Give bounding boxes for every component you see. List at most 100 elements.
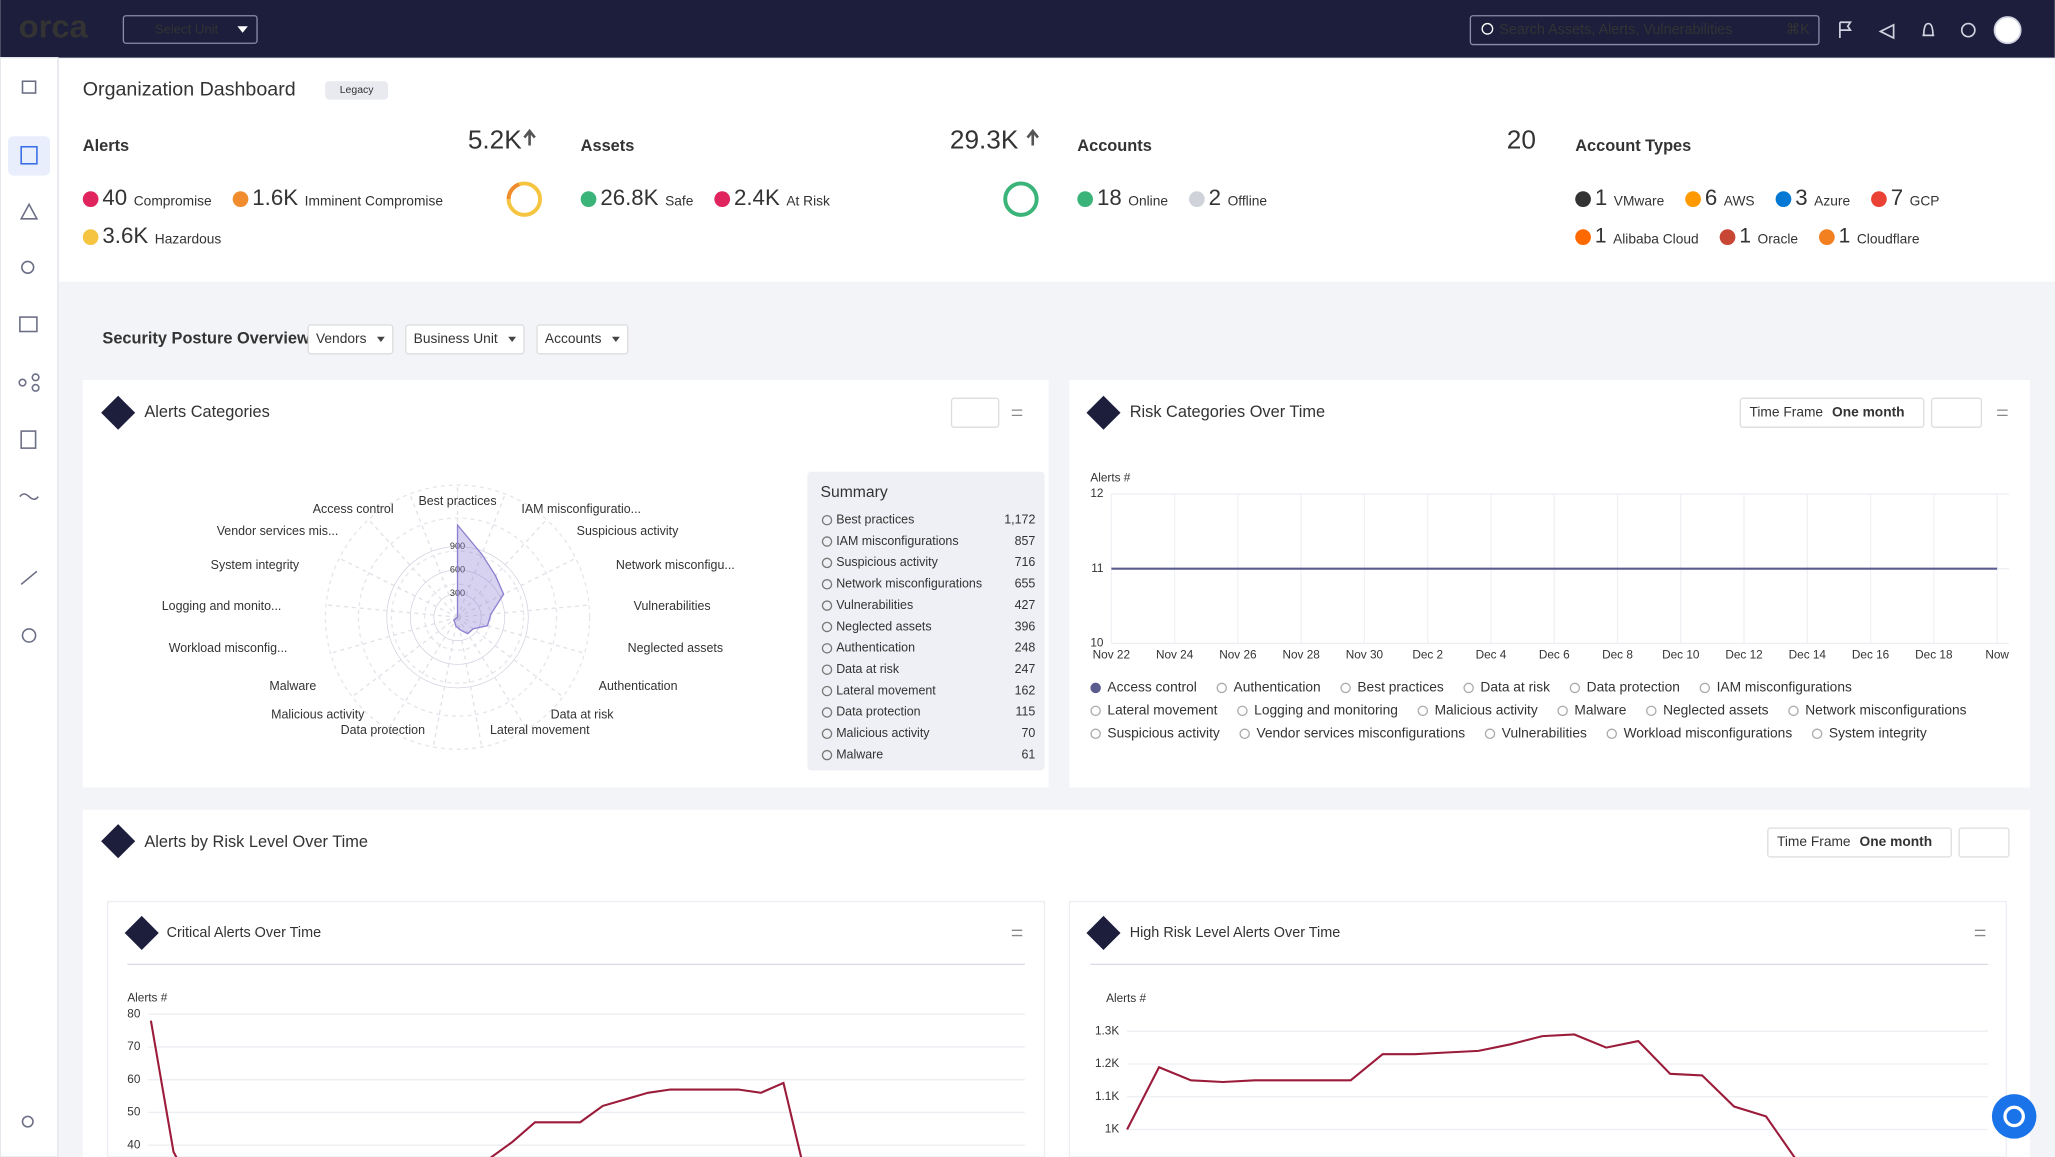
- search-box[interactable]: [1469, 15, 1820, 46]
- y-tick-label: 40: [127, 1138, 141, 1151]
- summary-name: Best practices: [836, 512, 914, 526]
- sidebar-icons[interactable]: [18, 80, 40, 1128]
- stat-title: Accounts: [1077, 137, 1152, 155]
- legend-marker[interactable]: [1557, 705, 1568, 717]
- legend-label[interactable]: Logging and monitoring: [1254, 702, 1398, 717]
- legend-label[interactable]: Malicious activity: [1435, 702, 1538, 717]
- filter-dropdown[interactable]: [536, 324, 629, 355]
- summary-value: 115: [1016, 705, 1036, 719]
- radar-ring: [357, 517, 558, 717]
- filter-dropdown[interactable]: [405, 324, 525, 355]
- y-axis-label: Alerts #: [1090, 471, 1130, 484]
- summary-title: Summary: [820, 484, 887, 501]
- shortcut: ⌘K: [1786, 22, 1810, 38]
- legend-label[interactable]: Vendor services misconfigurations: [1256, 725, 1465, 740]
- select-unit-box[interactable]: [122, 15, 258, 44]
- legend-marker[interactable]: [1484, 728, 1496, 740]
- x-tick-label: Dec 4: [1476, 648, 1507, 661]
- nav-icons[interactable]: [1839, 16, 2022, 45]
- legend-label[interactable]: System integrity: [1829, 725, 1927, 740]
- legend-label[interactable]: Vulnerabilities: [1502, 725, 1587, 740]
- stat-value: 1.6K: [252, 185, 298, 210]
- export-buttons[interactable]: [950, 397, 2010, 937]
- summary-icon: [821, 579, 833, 590]
- x-tick-label: Nov 30: [1346, 648, 1384, 661]
- radar-axis-label: Suspicious activity: [577, 524, 679, 538]
- legend-marker[interactable]: [1417, 705, 1429, 717]
- legend-label[interactable]: Authentication: [1234, 680, 1321, 695]
- legend-marker[interactable]: [1811, 728, 1823, 740]
- stat-label: Azure: [1814, 193, 1850, 208]
- y-tick-label: 60: [127, 1073, 141, 1086]
- legend-marker[interactable]: [1216, 682, 1227, 694]
- stat-value: 7: [1891, 185, 1903, 210]
- stat-icon: [82, 229, 99, 246]
- summary-name: Neglected assets: [836, 619, 931, 633]
- stat-icon: [1818, 229, 1835, 246]
- subpanel-high: [1068, 900, 2007, 1157]
- stat-value: 2.4K: [734, 185, 780, 210]
- stat-icon: [1188, 191, 1205, 208]
- summary-value: 427: [1015, 598, 1036, 612]
- stat-value: 1: [1595, 185, 1607, 210]
- legend-label[interactable]: Suspicious activity: [1107, 725, 1219, 740]
- x-tick-label: Dec 8: [1602, 648, 1633, 661]
- x-tick-label: Nov 26: [1219, 648, 1257, 661]
- panel-title: Risk Categories Over Time: [1130, 403, 1325, 421]
- x-tick-label: Dec 2: [1412, 648, 1443, 661]
- stat-icon: [1871, 191, 1887, 208]
- legend-marker[interactable]: [1569, 682, 1581, 694]
- legend-marker[interactable]: [1788, 705, 1799, 717]
- filter-label: Business Unit: [414, 331, 498, 346]
- summary-icon: [821, 536, 833, 547]
- legend-label[interactable]: Access control: [1107, 680, 1196, 695]
- legend-label[interactable]: Workload misconfigurations: [1624, 725, 1793, 740]
- legend-label[interactable]: Best practices: [1357, 680, 1443, 695]
- radar-axis-label: Malicious activity: [271, 707, 365, 721]
- stat-total: 29.3K: [950, 124, 1019, 154]
- caret: [611, 336, 620, 342]
- legend-marker[interactable]: [1699, 682, 1711, 694]
- legend-marker[interactable]: [1090, 682, 1101, 694]
- time-frame[interactable]: One month: [1860, 834, 1933, 849]
- radar-axis-label: Vendor services mis...: [217, 524, 339, 538]
- legend-marker[interactable]: [1463, 682, 1474, 694]
- chart-title: High Risk Level Alerts Over Time: [1130, 925, 1341, 941]
- legend-marker[interactable]: [1646, 705, 1657, 717]
- radar-spoke: [457, 558, 576, 618]
- stat-label: Imminent Compromise: [305, 193, 444, 208]
- radar-spoke: [368, 519, 459, 618]
- legend-label[interactable]: Data at risk: [1480, 680, 1550, 695]
- summary-name: Malicious activity: [836, 726, 930, 740]
- radar-spoke: [387, 616, 459, 729]
- legend-label[interactable]: Data protection: [1587, 680, 1680, 695]
- subpanel-critical: [107, 900, 1046, 1157]
- time-frame[interactable]: One month: [1832, 404, 1905, 419]
- x-tick-label: Dec 14: [1789, 648, 1827, 661]
- assets-gauge: [1003, 181, 1039, 217]
- legend-label[interactable]: Neglected assets: [1663, 702, 1769, 717]
- y-tick-label: 11: [1091, 562, 1103, 575]
- legend-label[interactable]: Lateral movement: [1107, 702, 1217, 717]
- x-tick-label: Nov 28: [1282, 648, 1320, 661]
- legend-marker[interactable]: [1239, 728, 1250, 740]
- legend-label[interactable]: Malware: [1574, 702, 1626, 717]
- legend-label[interactable]: Network misconfigurations: [1805, 702, 1966, 717]
- legend-marker[interactable]: [1237, 705, 1248, 717]
- select-unit[interactable]: Select Unit: [155, 22, 219, 37]
- radar-axis-label: Data protection: [341, 723, 425, 737]
- legend-marker[interactable]: [1090, 705, 1101, 717]
- summary-name: Vulnerabilities: [836, 598, 913, 612]
- legend-marker[interactable]: [1606, 728, 1618, 740]
- legend-marker[interactable]: [1340, 682, 1351, 694]
- data-line: [1126, 1033, 1796, 1157]
- legend-label[interactable]: IAM misconfigurations: [1717, 680, 1852, 695]
- stat-icon: [1719, 229, 1736, 246]
- filter-dropdown[interactable]: [307, 324, 394, 355]
- chat-button[interactable]: [1991, 1094, 2037, 1139]
- radar-axis-label: Authentication: [599, 679, 678, 693]
- legend-marker[interactable]: [1090, 728, 1101, 740]
- stat-icon: [82, 191, 99, 208]
- radar-axis-label: Data at risk: [551, 707, 615, 721]
